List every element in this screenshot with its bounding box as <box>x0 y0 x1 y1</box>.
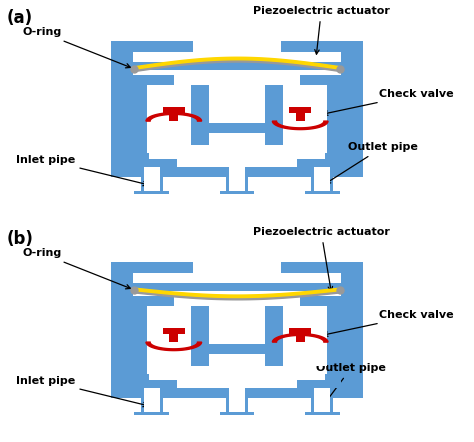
Bar <box>305 191 340 194</box>
Bar <box>163 328 185 334</box>
Bar <box>133 75 341 85</box>
Bar <box>300 75 341 85</box>
Bar <box>133 291 341 388</box>
Bar <box>174 75 300 85</box>
Bar <box>289 328 311 334</box>
Bar <box>326 153 341 167</box>
Bar <box>283 85 327 145</box>
Bar <box>133 70 341 167</box>
Polygon shape <box>146 342 201 351</box>
Bar <box>300 296 341 306</box>
Bar <box>133 52 341 62</box>
Bar <box>133 296 174 306</box>
Bar <box>297 159 326 167</box>
Bar <box>110 52 364 62</box>
Bar <box>327 306 341 388</box>
Polygon shape <box>273 334 328 342</box>
Bar <box>134 191 169 194</box>
Polygon shape <box>273 121 328 130</box>
Bar <box>191 306 209 366</box>
Bar <box>305 412 340 415</box>
Bar <box>281 262 364 274</box>
Bar <box>169 330 178 342</box>
Text: Check valve: Check valve <box>323 310 454 336</box>
Bar <box>193 262 281 274</box>
Bar <box>133 273 341 283</box>
Bar <box>191 85 209 145</box>
Bar <box>226 388 248 415</box>
Polygon shape <box>146 113 201 121</box>
Bar <box>209 85 265 123</box>
Bar <box>144 167 160 194</box>
Bar <box>110 167 364 177</box>
Text: Piezoelectric actuator: Piezoelectric actuator <box>253 6 390 54</box>
Bar <box>133 75 341 85</box>
Bar <box>283 306 327 366</box>
Bar <box>110 262 193 274</box>
Bar <box>311 167 333 194</box>
Bar <box>163 107 185 113</box>
Text: Outlet pipe: Outlet pipe <box>326 142 418 183</box>
Bar <box>326 374 341 388</box>
Bar <box>110 273 364 283</box>
Text: O-ring: O-ring <box>22 27 130 68</box>
Bar <box>311 388 333 415</box>
Bar <box>191 123 283 133</box>
Bar <box>289 107 311 113</box>
Bar <box>209 306 265 344</box>
Bar <box>110 44 364 177</box>
Bar <box>281 41 364 53</box>
Bar <box>174 296 300 306</box>
Bar <box>174 296 300 306</box>
Bar <box>141 388 163 415</box>
Bar <box>209 354 265 366</box>
Bar <box>327 85 341 167</box>
Bar <box>133 85 147 167</box>
Bar <box>134 412 169 415</box>
Bar <box>174 75 300 85</box>
Bar <box>133 374 148 388</box>
Bar <box>148 380 177 388</box>
Bar <box>191 344 283 354</box>
Bar <box>110 41 193 53</box>
Bar <box>229 388 245 415</box>
Bar <box>133 153 148 167</box>
Text: Outlet pipe: Outlet pipe <box>316 363 386 403</box>
Text: Inlet pipe: Inlet pipe <box>16 155 147 186</box>
Bar <box>219 191 255 194</box>
Bar <box>133 75 174 85</box>
Text: (a): (a) <box>6 9 32 27</box>
Bar <box>296 330 305 342</box>
Bar <box>133 306 147 388</box>
Bar <box>314 388 330 415</box>
Bar <box>314 167 330 194</box>
Bar <box>229 167 245 194</box>
Bar <box>219 412 255 415</box>
Text: (b): (b) <box>6 230 33 248</box>
Text: Piezoelectric actuator: Piezoelectric actuator <box>253 227 390 291</box>
Bar <box>147 306 191 366</box>
Bar <box>209 133 265 145</box>
Bar <box>133 296 341 306</box>
Bar <box>144 388 160 415</box>
Bar <box>147 85 191 145</box>
Bar <box>169 109 178 121</box>
Bar <box>226 167 248 194</box>
Bar <box>133 296 341 306</box>
Bar <box>296 109 305 121</box>
Text: Check valve: Check valve <box>323 89 454 115</box>
Bar <box>193 41 281 53</box>
Bar <box>265 85 283 145</box>
Bar <box>110 265 364 398</box>
Bar <box>265 306 283 366</box>
Bar <box>148 159 177 167</box>
Bar <box>297 380 326 388</box>
Text: Inlet pipe: Inlet pipe <box>16 376 147 407</box>
Text: O-ring: O-ring <box>22 248 130 289</box>
Bar <box>141 167 163 194</box>
Bar <box>110 388 364 398</box>
